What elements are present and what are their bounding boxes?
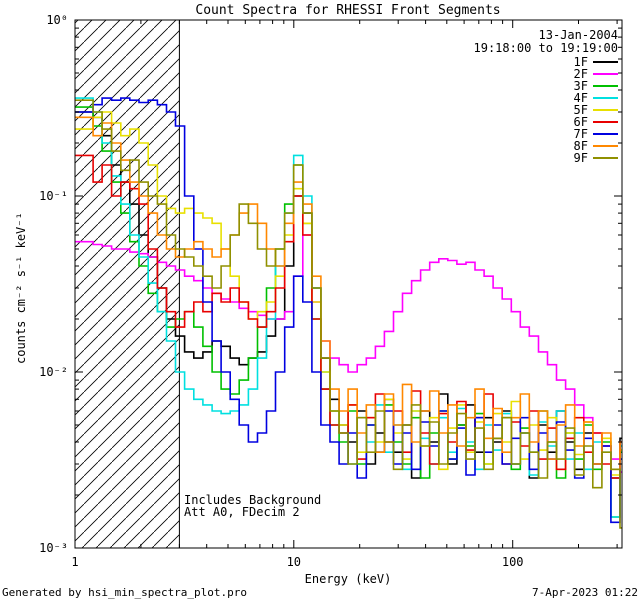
legend-label: 8F bbox=[573, 139, 588, 153]
legend-color-line bbox=[593, 61, 618, 63]
observation-date: 13-Jan-2004 bbox=[538, 28, 618, 42]
observation-time-range: 19:18:00 to 19:19:00 bbox=[473, 41, 619, 55]
y-tick-labels: 10⁰ 10⁻¹ 10⁻² 10⁻³ bbox=[39, 13, 68, 555]
legend-color-line bbox=[593, 97, 618, 99]
svg-text:10⁻¹: 10⁻¹ bbox=[39, 189, 68, 203]
legend-color-line bbox=[593, 145, 618, 147]
legend-label: 1F bbox=[573, 55, 588, 69]
y-axis-label: counts cm⁻² s⁻¹ keV⁻¹ bbox=[14, 212, 28, 364]
legend-item: 3F bbox=[574, 80, 618, 92]
generation-timestamp: 7-Apr-2023 01:22 bbox=[532, 586, 638, 599]
x-tick-labels: 1 10 100 bbox=[71, 555, 523, 569]
svg-text:1: 1 bbox=[71, 555, 78, 569]
legend-color-line bbox=[593, 85, 618, 87]
legend-item: 8F bbox=[574, 140, 618, 152]
series-8F bbox=[75, 116, 622, 471]
legend: 1F 2F 3F 4F 5F 6F 7F 8F 9F bbox=[574, 56, 618, 164]
legend-item: 6F bbox=[574, 116, 618, 128]
legend-label: 4F bbox=[573, 91, 588, 105]
legend-item: 2F bbox=[574, 68, 618, 80]
svg-text:10⁻³: 10⁻³ bbox=[39, 541, 68, 555]
legend-label: 9F bbox=[573, 151, 588, 165]
svg-text:10⁻²: 10⁻² bbox=[39, 365, 68, 379]
series-9F bbox=[75, 99, 622, 529]
legend-label: 2F bbox=[573, 67, 588, 81]
legend-label: 7F bbox=[573, 127, 588, 141]
chart-title: Count Spectra for RHESSI Front Segments bbox=[195, 3, 501, 18]
legend-color-line bbox=[593, 133, 618, 135]
background-note: Includes Background bbox=[184, 493, 322, 507]
generator-credit: Generated by hsi_min_spectra_plot.pro bbox=[2, 586, 248, 599]
series-2F bbox=[75, 234, 622, 473]
svg-text:100: 100 bbox=[502, 555, 524, 569]
legend-label: 5F bbox=[573, 103, 588, 117]
attenuator-note: Att A0, FDecim 2 bbox=[184, 505, 300, 519]
x-axis-label: Energy (keV) bbox=[304, 572, 392, 586]
legend-item: 1F bbox=[574, 56, 618, 68]
legend-item: 9F bbox=[574, 152, 618, 164]
legend-color-line bbox=[593, 73, 618, 75]
legend-item: 5F bbox=[574, 104, 618, 116]
legend-label: 6F bbox=[573, 115, 588, 129]
series-lines bbox=[75, 97, 622, 529]
plot-border bbox=[74, 19, 623, 549]
legend-item: 7F bbox=[574, 128, 618, 140]
legend-color-line bbox=[593, 109, 618, 111]
hatch-region bbox=[75, 20, 180, 548]
svg-text:10⁰: 10⁰ bbox=[46, 13, 68, 27]
svg-text:10: 10 bbox=[287, 555, 301, 569]
legend-color-line bbox=[593, 121, 618, 123]
legend-item: 4F bbox=[574, 92, 618, 104]
legend-color-line bbox=[593, 157, 618, 159]
legend-label: 3F bbox=[573, 79, 588, 93]
